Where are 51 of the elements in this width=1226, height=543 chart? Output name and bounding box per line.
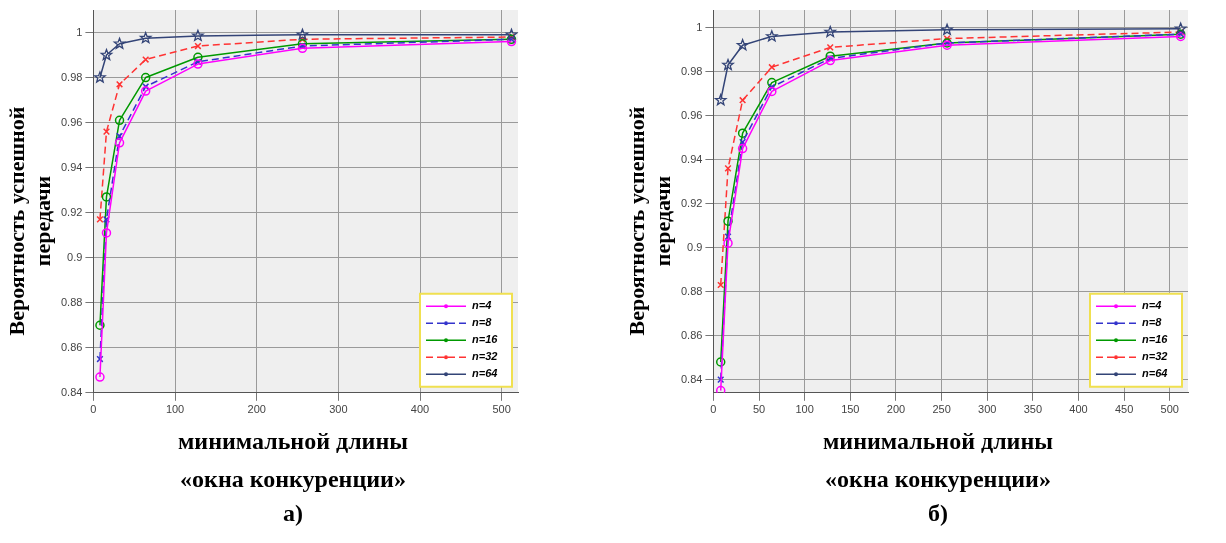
- x-tick-label: 500: [1160, 403, 1179, 416]
- y-tick-label: 0.94: [60, 160, 83, 173]
- x-tick-label: 50: [752, 403, 766, 416]
- y-tick-label: 0.98: [60, 70, 83, 83]
- text: а): [282, 500, 304, 527]
- legend-label: n=64: [1142, 367, 1168, 380]
- legend-label: n=16: [472, 333, 499, 346]
- x-tick-label: 400: [410, 403, 430, 416]
- legend-label: n=64: [472, 367, 498, 380]
- x-tick-label: 100: [165, 403, 185, 416]
- y-tick-label: 0.92: [680, 196, 703, 209]
- legend-label: n=4: [1142, 299, 1162, 312]
- x-tick-label: 300: [978, 403, 997, 416]
- x-tick-label: 0: [90, 403, 97, 416]
- y-tick-label: 0.94: [680, 152, 703, 165]
- legend-label: n=8: [472, 316, 493, 329]
- legend-label: n=8: [1142, 316, 1163, 329]
- x-tick-label: 450: [1114, 403, 1134, 416]
- legend-label: n=4: [472, 299, 492, 312]
- y-tick-label: 0.96: [680, 108, 703, 121]
- y-tick-label: 0.9: [687, 240, 703, 253]
- y-tick-label: 0.84: [680, 372, 703, 385]
- y-tick-label: 0.92: [60, 205, 83, 218]
- y-tick-label: 0.86: [680, 328, 703, 341]
- y-tick-label: 0.86: [60, 340, 83, 353]
- x-tick-label: 200: [886, 403, 906, 416]
- y-tick-label: 0.98: [680, 64, 703, 77]
- x-tick-label: 100: [795, 403, 814, 416]
- x-axis-title: минимальной длины «окна конкуренции»: [176, 427, 409, 494]
- y-axis-title: Вероятность успешной передачи: [4, 105, 56, 338]
- x-tick-label: 400: [1069, 403, 1088, 416]
- y-tick-label: 0.88: [60, 295, 83, 308]
- y-tick-label: 1: [76, 25, 83, 38]
- y-tick-label: 0.88: [680, 284, 703, 297]
- x-tick-label: 200: [247, 403, 266, 416]
- legend-label: n=16: [1142, 333, 1169, 346]
- x-tick-label: 0: [710, 403, 717, 416]
- y-tick-label: 0.96: [60, 115, 83, 128]
- y-tick-label: 0.9: [67, 250, 83, 263]
- y-tick-label: 0.84: [60, 385, 83, 398]
- y-tick-label: 1: [696, 20, 703, 33]
- legend-label: n=32: [472, 350, 498, 363]
- x-tick-label: 350: [1023, 403, 1043, 416]
- text: б): [927, 500, 949, 527]
- x-axis-title: минимальной длины «окна конкуренции»: [821, 427, 1054, 494]
- x-tick-label: 300: [329, 403, 348, 416]
- x-tick-label: 500: [492, 403, 511, 416]
- legend-label: n=32: [1142, 350, 1168, 363]
- x-tick-label: 150: [841, 403, 860, 416]
- y-axis-title: Вероятность успешной передачи: [624, 105, 676, 338]
- x-tick-label: 250: [932, 403, 951, 416]
